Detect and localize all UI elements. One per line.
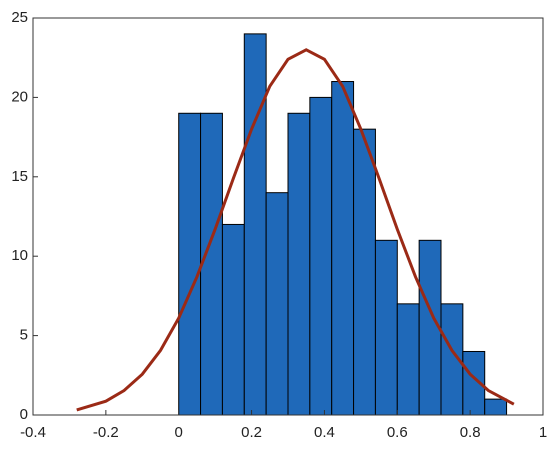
x-tick-label: -0.4: [20, 424, 46, 441]
x-tick-label: 0.8: [460, 424, 481, 441]
bar: [221, 223, 245, 416]
y-tick-label: 10: [11, 247, 28, 264]
x-tick-label: 0.2: [241, 424, 262, 441]
bar: [265, 192, 289, 416]
x-tick-label: -0.2: [93, 424, 119, 441]
y-tick-label: 20: [11, 88, 28, 105]
bar: [396, 303, 420, 416]
y-tick-label: 25: [11, 9, 28, 26]
bar: [353, 128, 376, 416]
x-tick-label: 1: [539, 424, 547, 441]
x-tick-label: 0.6: [387, 424, 408, 441]
y-tick-label: 0: [20, 406, 28, 423]
bar: [484, 398, 508, 416]
bar: [243, 33, 267, 416]
x-tick-label: 0: [175, 424, 183, 441]
fit-curve: [76, 48, 515, 412]
y-tick-label: 5: [20, 327, 28, 344]
bar: [331, 81, 355, 416]
bar: [374, 239, 398, 416]
plot-frame: [32, 17, 544, 416]
x-tick-label: 0.4: [314, 424, 335, 441]
bar: [178, 112, 202, 416]
bar: [287, 112, 311, 416]
y-tick-label: 15: [11, 168, 28, 185]
bar: [200, 112, 223, 416]
bar: [309, 96, 333, 416]
